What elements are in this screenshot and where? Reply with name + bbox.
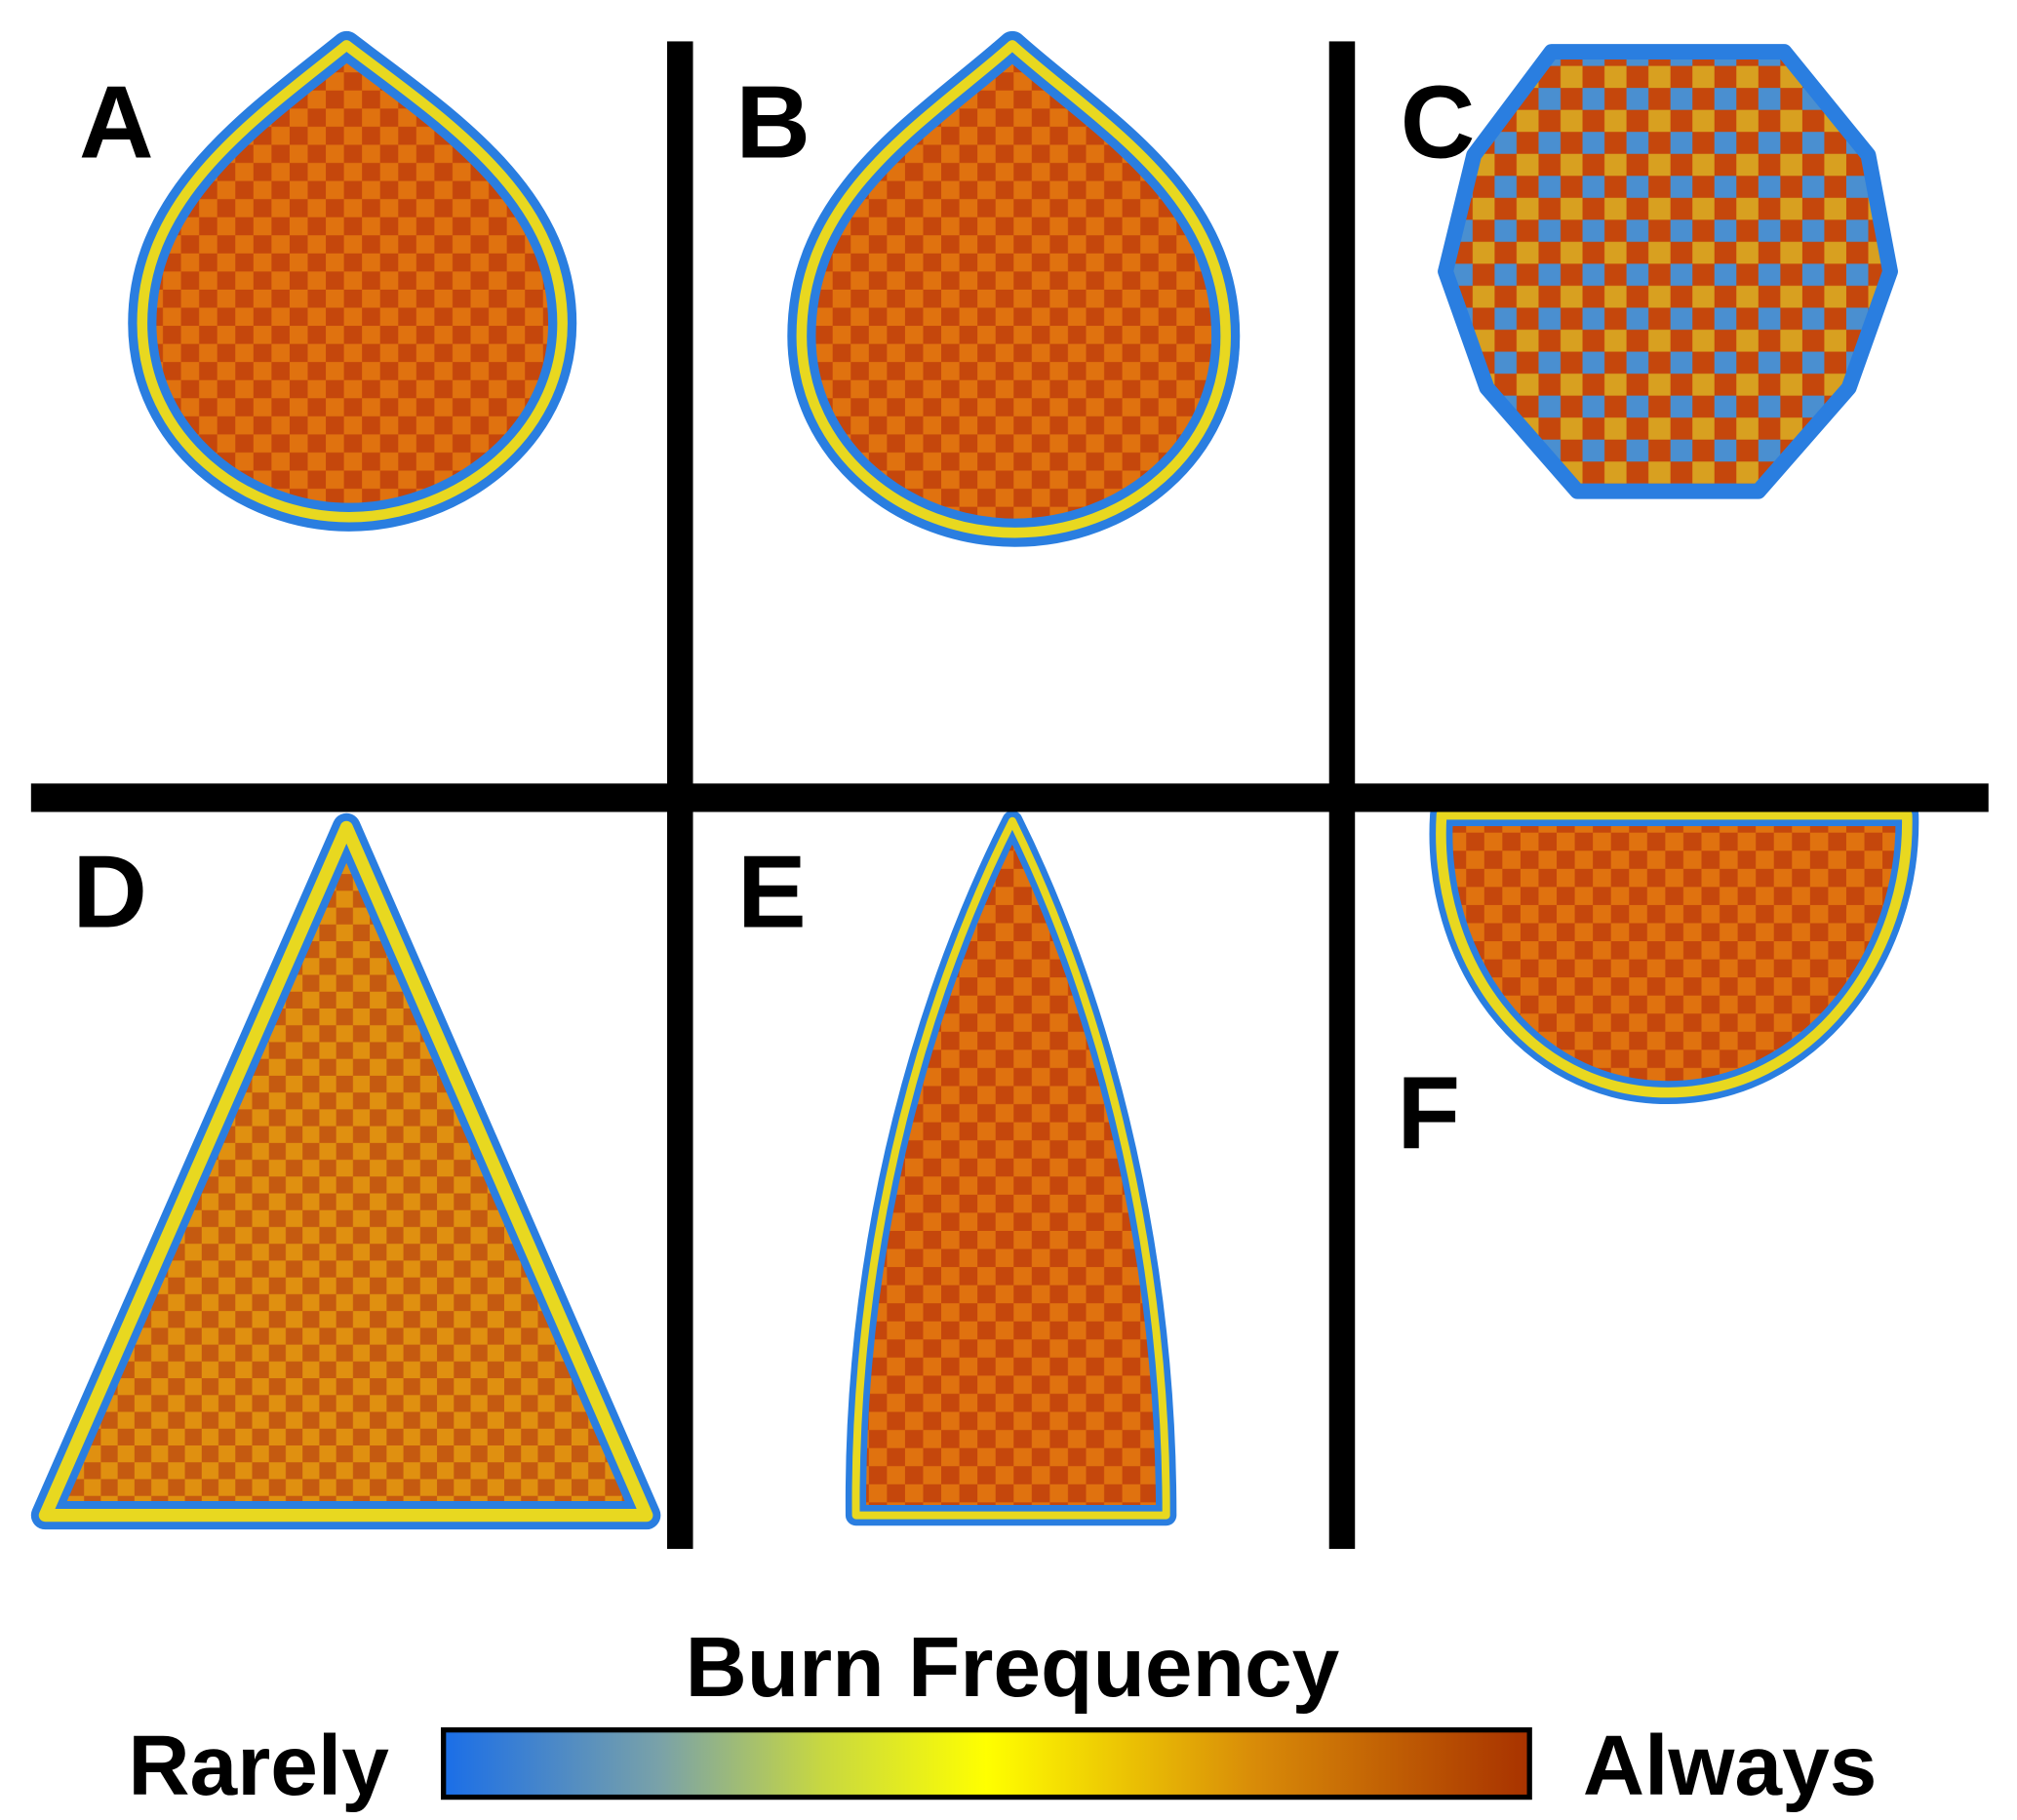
edge (1436, 809, 1913, 1098)
colorbar-low-label: Rarely (128, 1718, 389, 1813)
divider (667, 41, 693, 1550)
burn-map-b (787, 30, 1241, 547)
edge (38, 820, 653, 1523)
panel-label: B (735, 65, 811, 180)
divider (30, 783, 1989, 812)
burn-map-c (1438, 44, 1898, 499)
edge (137, 40, 568, 523)
burn-map-e (845, 811, 1177, 1526)
panels: A B C D E F Burn Frequency Rarely Always (30, 30, 1989, 1813)
divider (1328, 41, 1356, 1550)
edge (851, 816, 1170, 1520)
panel-label: E (737, 834, 807, 949)
burn-map-a (128, 30, 577, 532)
burn-maps (30, 30, 1919, 1530)
colorbar-high-label: Always (1583, 1718, 1877, 1813)
panel-label: F (1397, 1055, 1460, 1170)
burn-map-f (1429, 803, 1919, 1105)
panel-label: A (79, 65, 154, 180)
panel-label: D (72, 834, 147, 949)
colorbar-title: Burn Frequency (686, 1619, 1340, 1715)
panel-label: C (1401, 65, 1476, 180)
colorbar (441, 1727, 1532, 1800)
edge (796, 40, 1231, 538)
